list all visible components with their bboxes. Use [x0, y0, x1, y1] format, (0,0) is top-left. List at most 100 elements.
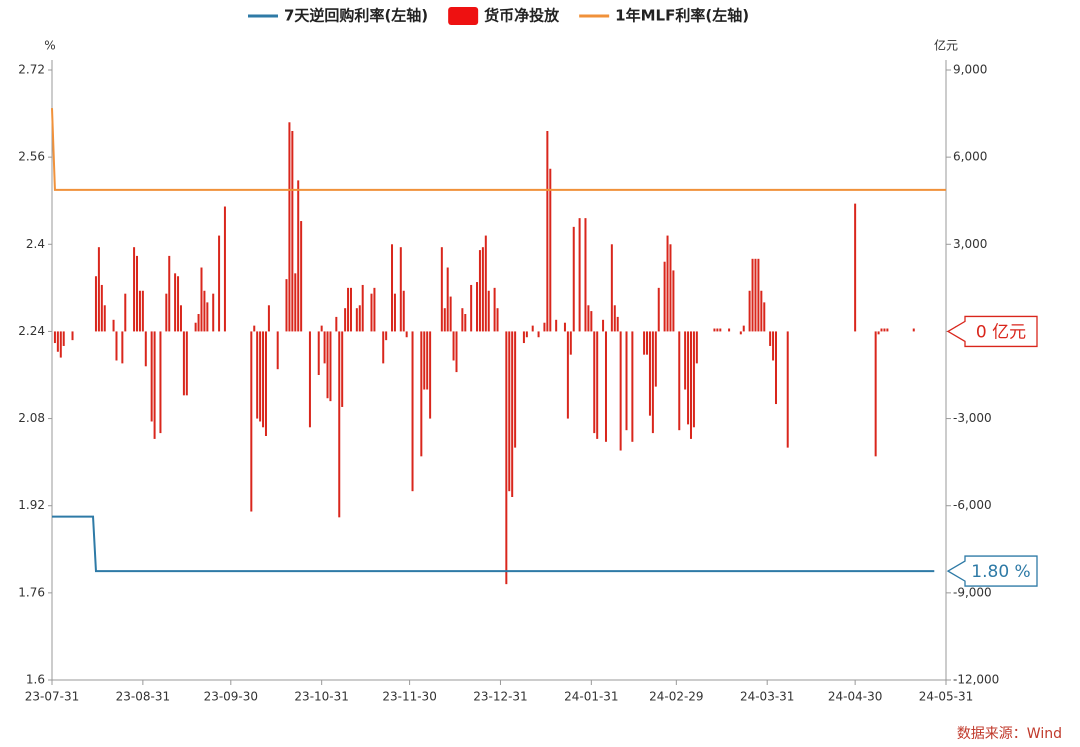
bar: [358, 305, 361, 332]
bar: [382, 331, 385, 364]
callout-box: [946, 315, 1038, 348]
bar: [663, 261, 666, 332]
bar: [179, 305, 182, 332]
bar: [308, 331, 311, 428]
bar: [206, 302, 209, 332]
bar: [429, 331, 432, 419]
x-tick-label: 23-11-30: [382, 690, 436, 704]
x-tick-label: 24-02-29: [649, 690, 703, 704]
bar: [748, 290, 751, 332]
bar: [602, 319, 605, 332]
bar: [317, 331, 320, 375]
y-tick-label: 2.24: [18, 324, 45, 338]
bar: [393, 293, 396, 332]
bar: [361, 284, 364, 332]
bar: [604, 331, 607, 442]
bar: [402, 290, 405, 332]
bar: [144, 331, 147, 367]
bar: [59, 331, 62, 358]
legend-label: 1年MLF利率(左轴): [615, 7, 749, 25]
bar: [619, 331, 622, 451]
bar: [185, 331, 188, 396]
bar: [446, 267, 449, 332]
bar: [566, 331, 569, 419]
bar: [150, 331, 153, 422]
bar: [751, 258, 754, 332]
x-tick-label: 23-10-31: [294, 690, 348, 704]
bar: [136, 255, 139, 332]
bar: [754, 258, 757, 332]
bar: [719, 328, 722, 332]
bar: [525, 331, 528, 338]
bar: [250, 331, 253, 512]
bar: [912, 328, 915, 332]
bar: [496, 308, 499, 332]
bar: [276, 331, 279, 370]
bar: [335, 316, 338, 332]
bar: [326, 331, 329, 399]
legend-label: 7天逆回购利率(左轴): [284, 7, 428, 25]
x-tick-label: 23-09-30: [204, 690, 258, 704]
bar: [543, 322, 546, 332]
bar: [596, 331, 599, 439]
bar: [391, 244, 394, 332]
bar: [341, 331, 344, 407]
bar: [657, 287, 660, 332]
bar: [94, 276, 97, 332]
bar: [121, 331, 124, 364]
bar: [256, 331, 259, 419]
bar: [262, 331, 265, 428]
bar: [115, 331, 118, 361]
y-unit: %: [44, 39, 55, 53]
bar: [478, 250, 481, 332]
bar: [531, 325, 534, 332]
bar: [648, 331, 651, 416]
bar: [511, 331, 514, 497]
y2-tick-label: -12,000: [953, 673, 999, 687]
bar: [165, 293, 168, 332]
legend-swatch: [448, 7, 479, 25]
y-tick-label: 1.92: [18, 498, 45, 512]
bar: [53, 331, 56, 344]
bar: [555, 319, 558, 332]
bar: [666, 235, 669, 332]
bar: [484, 235, 487, 332]
bar: [684, 331, 687, 390]
bar: [695, 331, 698, 364]
bar: [124, 293, 127, 332]
bar: [587, 305, 590, 332]
bar: [678, 331, 681, 431]
bar: [56, 331, 59, 352]
bar: [182, 331, 185, 396]
y2-tick-label: 3,000: [953, 237, 987, 251]
y-tick-label: 2.4: [26, 237, 45, 251]
bar: [449, 296, 452, 332]
bar: [631, 331, 634, 442]
bar: [569, 331, 572, 355]
bar: [464, 314, 467, 332]
bar: [112, 319, 115, 332]
bar: [71, 331, 74, 341]
y-tick-label: 1.76: [18, 585, 45, 599]
bar: [320, 325, 323, 332]
y2-tick-label: 9,000: [953, 63, 987, 77]
bar: [133, 247, 136, 332]
bar: [760, 290, 763, 332]
bar: [493, 287, 496, 332]
bar: [646, 331, 649, 355]
bar: [672, 270, 675, 332]
x-tick-label: 23-07-31: [25, 690, 79, 704]
bar: [692, 331, 695, 428]
bar: [854, 203, 857, 332]
bar: [426, 331, 429, 390]
x-tick-label: 24-01-31: [564, 690, 618, 704]
bar: [455, 331, 458, 373]
bar: [443, 308, 446, 332]
bar: [563, 322, 566, 332]
bar: [772, 331, 775, 361]
bar: [610, 244, 613, 332]
bar: [297, 180, 300, 332]
y-tick-label: 2.72: [18, 63, 45, 77]
bar: [347, 287, 350, 332]
